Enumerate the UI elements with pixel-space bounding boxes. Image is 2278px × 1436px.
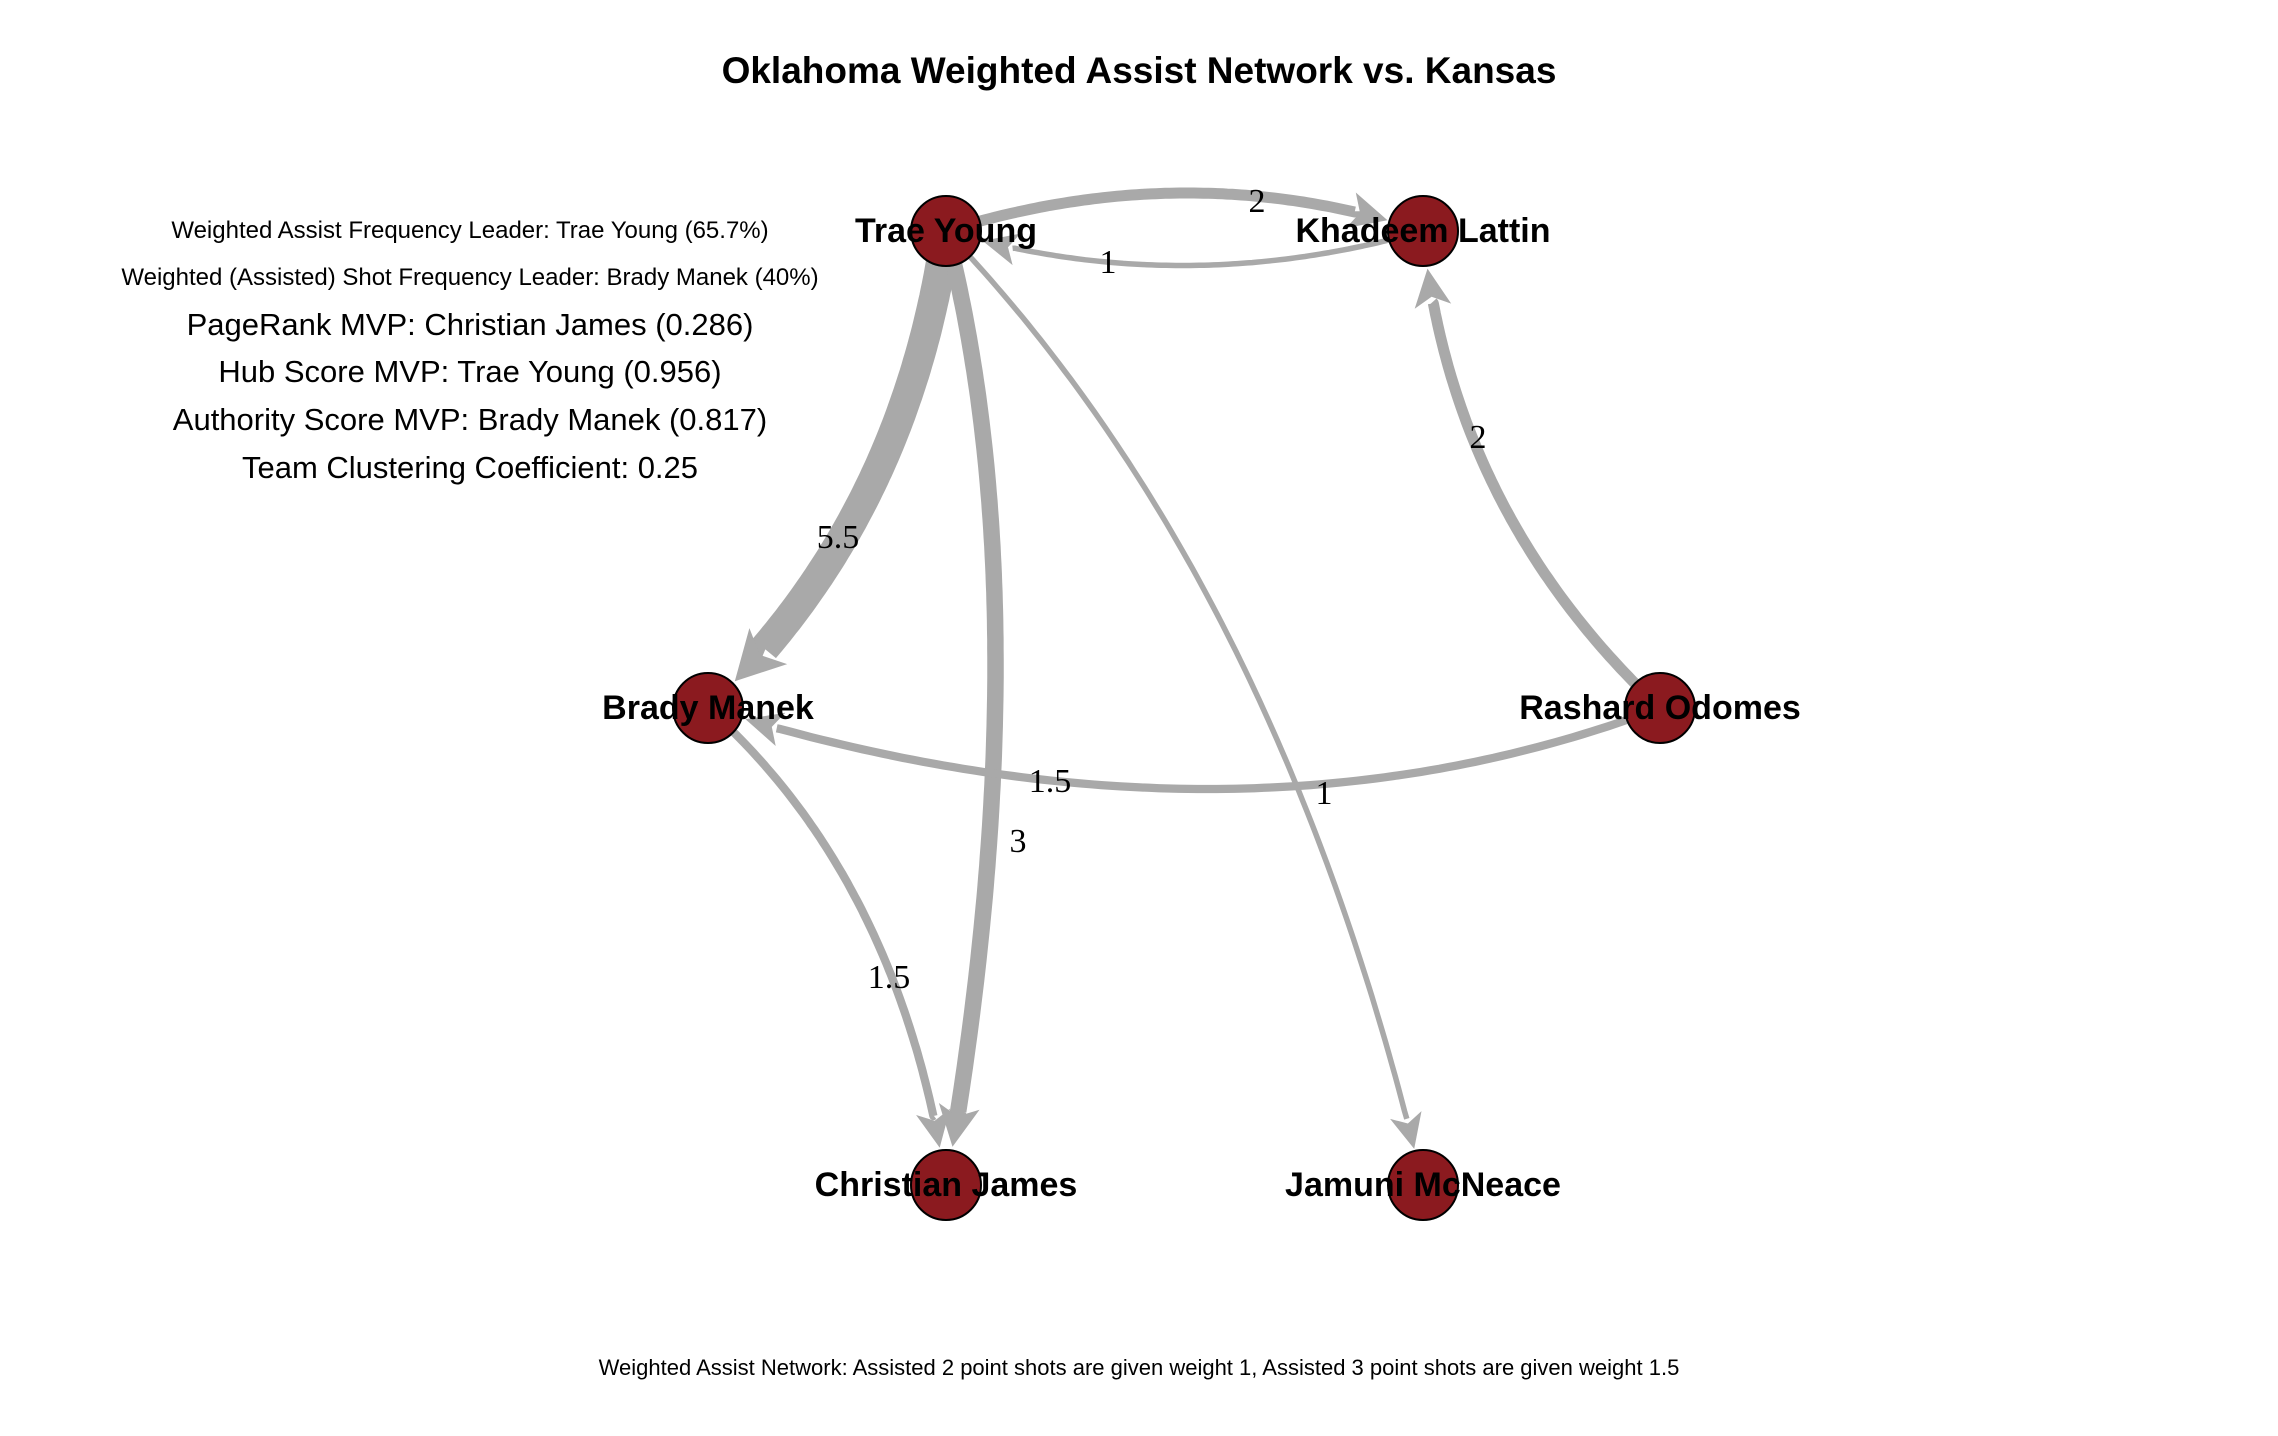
edge-weight-label: 1.5: [1029, 763, 1072, 800]
edge-khadeem-to-trae: [1011, 235, 1398, 269]
edge-weight-label: 3: [1010, 823, 1027, 860]
node-label-rashard: Rashard Odomes: [1519, 689, 1801, 727]
stat-clustering: Team Clustering Coefficient: 0.25: [241, 450, 699, 485]
arrowhead-trae-to-brady: [734, 628, 788, 682]
edge-trae-to-christian: [944, 255, 1004, 1120]
arrowhead-trae-to-jamuni: [1390, 1111, 1422, 1149]
edge-weight-label: 2: [1249, 183, 1266, 220]
edge-rashard-to-brady: [775, 713, 1636, 794]
node-christian: [910, 1149, 982, 1221]
edges-layer: [725, 187, 1645, 1149]
edge-labels-layer: 2 1 5.5 3 1 2 1.5 1.5: [817, 183, 1487, 996]
edge-trae-to-jamuni: [962, 248, 1410, 1120]
node-label-christian: Christian James: [815, 1166, 1078, 1204]
arrowhead-rashard-to-khadeem: [1414, 268, 1452, 309]
arrowhead-trae-to-christian: [938, 1103, 980, 1147]
node-label-khadeem: Khadeem Lattin: [1295, 212, 1550, 250]
node-label-brady: Brady Manek: [602, 689, 814, 727]
stat-pagerank: PageRank MVP: Christian James (0.286): [186, 307, 754, 342]
node-brady: [672, 672, 744, 744]
node-jamuni: [1387, 1149, 1459, 1221]
node-trae: [910, 195, 982, 267]
arrowhead-trae-to-khadeem: [1346, 192, 1388, 228]
stat-assist-leader: Weighted Assist Frequency Leader: Trae Y…: [171, 217, 769, 244]
node-label-jamuni: Jamuni McNeace: [1285, 1166, 1561, 1204]
stat-authority-score: Authority Score MVP: Brady Manek (0.817): [172, 402, 768, 437]
node-label-trae: Trae Young: [855, 212, 1037, 250]
edge-weight-label: 2: [1470, 419, 1487, 456]
stat-hub-score: Hub Score MVP: Trae Young (0.956): [218, 354, 722, 389]
node-rashard: [1624, 672, 1696, 744]
edge-weight-label: 1: [1316, 775, 1333, 812]
node-labels-layer: Trae Young Khadeem Lattin Brady Manek Rasha…: [602, 212, 1801, 1204]
arrowhead-khadeem-to-trae: [982, 233, 1021, 266]
arrowhead-rashard-to-brady: [745, 712, 786, 746]
edge-weight-label: 1: [1100, 244, 1117, 281]
edge-weight-label: 5.5: [817, 519, 860, 556]
stat-shot-leader: Weighted (Assisted) Shot Frequency Leade…: [121, 264, 819, 291]
edge-trae-to-khadeem: [970, 187, 1361, 229]
nodes-layer: [672, 195, 1696, 1221]
edge-weight-label: 1.5: [868, 959, 911, 996]
arrowhead-brady-to-christian: [916, 1108, 951, 1148]
edge-trae-to-brady: [749, 249, 957, 664]
figure-footnote: Weighted Assist Network: Assisted 2 poin…: [598, 1355, 1680, 1380]
node-khadeem: [1387, 195, 1459, 267]
edge-brady-to-christian: [725, 724, 938, 1121]
edge-rashard-to-khadeem: [1427, 297, 1645, 693]
figure-title: Oklahoma Weighted Assist Network vs. Kan…: [721, 50, 1557, 91]
